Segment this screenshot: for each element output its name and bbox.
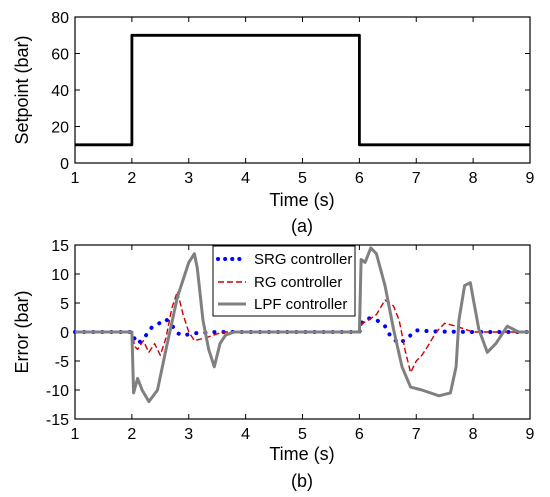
panel-a-setpoint: 1 2 3 4 5 6 7 8 9 0 20 40 60 80 Time (s) (a) Setpoin…	[12, 10, 535, 236]
series-srg-line	[73, 316, 532, 346]
series-rg-line	[75, 290, 530, 374]
y-tick-label: 60	[51, 47, 69, 64]
panel-b-x-ticks: 1 2 3 4 5 6 7 8 9	[71, 245, 535, 443]
y-tick-label: 10	[51, 267, 69, 284]
legend-label-lpf: LPF controller	[254, 296, 347, 313]
x-tick-label: 8	[469, 426, 478, 443]
panel-b-y-ticks: -15 -10 -5 0 5 10 15	[46, 238, 530, 429]
legend: SRG controller RG controller LPF control…	[212, 245, 356, 317]
x-tick-label: 1	[71, 170, 80, 187]
y-tick-label: -15	[46, 412, 69, 429]
y-tick-label: 0	[60, 325, 69, 342]
panel-b-xlabel: Time (s)	[269, 444, 334, 464]
y-tick-label: 0	[60, 156, 69, 173]
panel-a-xlabel: Time (s)	[269, 190, 334, 210]
x-tick-label: 2	[127, 170, 136, 187]
y-tick-label: 20	[51, 120, 69, 137]
x-tick-label: 1	[71, 426, 80, 443]
setpoint-line	[75, 33, 530, 147]
panel-b-error: 1 2 3 4 5 6 7 8 9 -15 -10 -5 0 5 10 15 Time (s) (b) Er…	[12, 238, 535, 491]
x-tick-label: 6	[355, 426, 364, 443]
panel-b-lines	[73, 246, 532, 404]
panel-b-ylabel: Error (bar)	[12, 290, 32, 373]
y-tick-label: 40	[51, 83, 69, 100]
panel-a-ylabel: Setpoint (bar)	[12, 35, 32, 144]
x-tick-label: 3	[184, 426, 193, 443]
panel-a-lines	[75, 33, 530, 147]
x-tick-label: 3	[184, 170, 193, 187]
y-tick-label: -10	[46, 383, 69, 400]
y-tick-label: 15	[51, 238, 69, 255]
x-tick-label: 5	[298, 426, 307, 443]
x-tick-label: 7	[412, 426, 421, 443]
y-tick-label: 5	[60, 296, 69, 313]
x-tick-label: 6	[355, 170, 364, 187]
panel-a-x-ticks: 1 2 3 4 5 6 7 8 9	[71, 17, 535, 187]
y-tick-label: 80	[51, 10, 69, 27]
x-tick-label: 7	[412, 170, 421, 187]
panel-a-y-ticks: 0 20 40 60 80	[51, 10, 530, 173]
x-tick-label: 2	[127, 426, 136, 443]
legend-label-srg: SRG controller	[254, 251, 352, 268]
panel-a-caption: (a)	[291, 216, 313, 236]
panel-a-frame	[74, 16, 531, 164]
y-tick-label: -5	[55, 354, 69, 371]
x-tick-label: 9	[526, 170, 535, 187]
x-tick-label: 8	[469, 170, 478, 187]
x-tick-label: 4	[241, 170, 250, 187]
x-tick-label: 5	[298, 170, 307, 187]
panel-b-caption: (b)	[291, 471, 313, 491]
series-lpf-line	[75, 246, 530, 404]
x-tick-label: 4	[241, 426, 250, 443]
x-tick-label: 9	[526, 426, 535, 443]
legend-label-rg: RG controller	[254, 274, 342, 291]
